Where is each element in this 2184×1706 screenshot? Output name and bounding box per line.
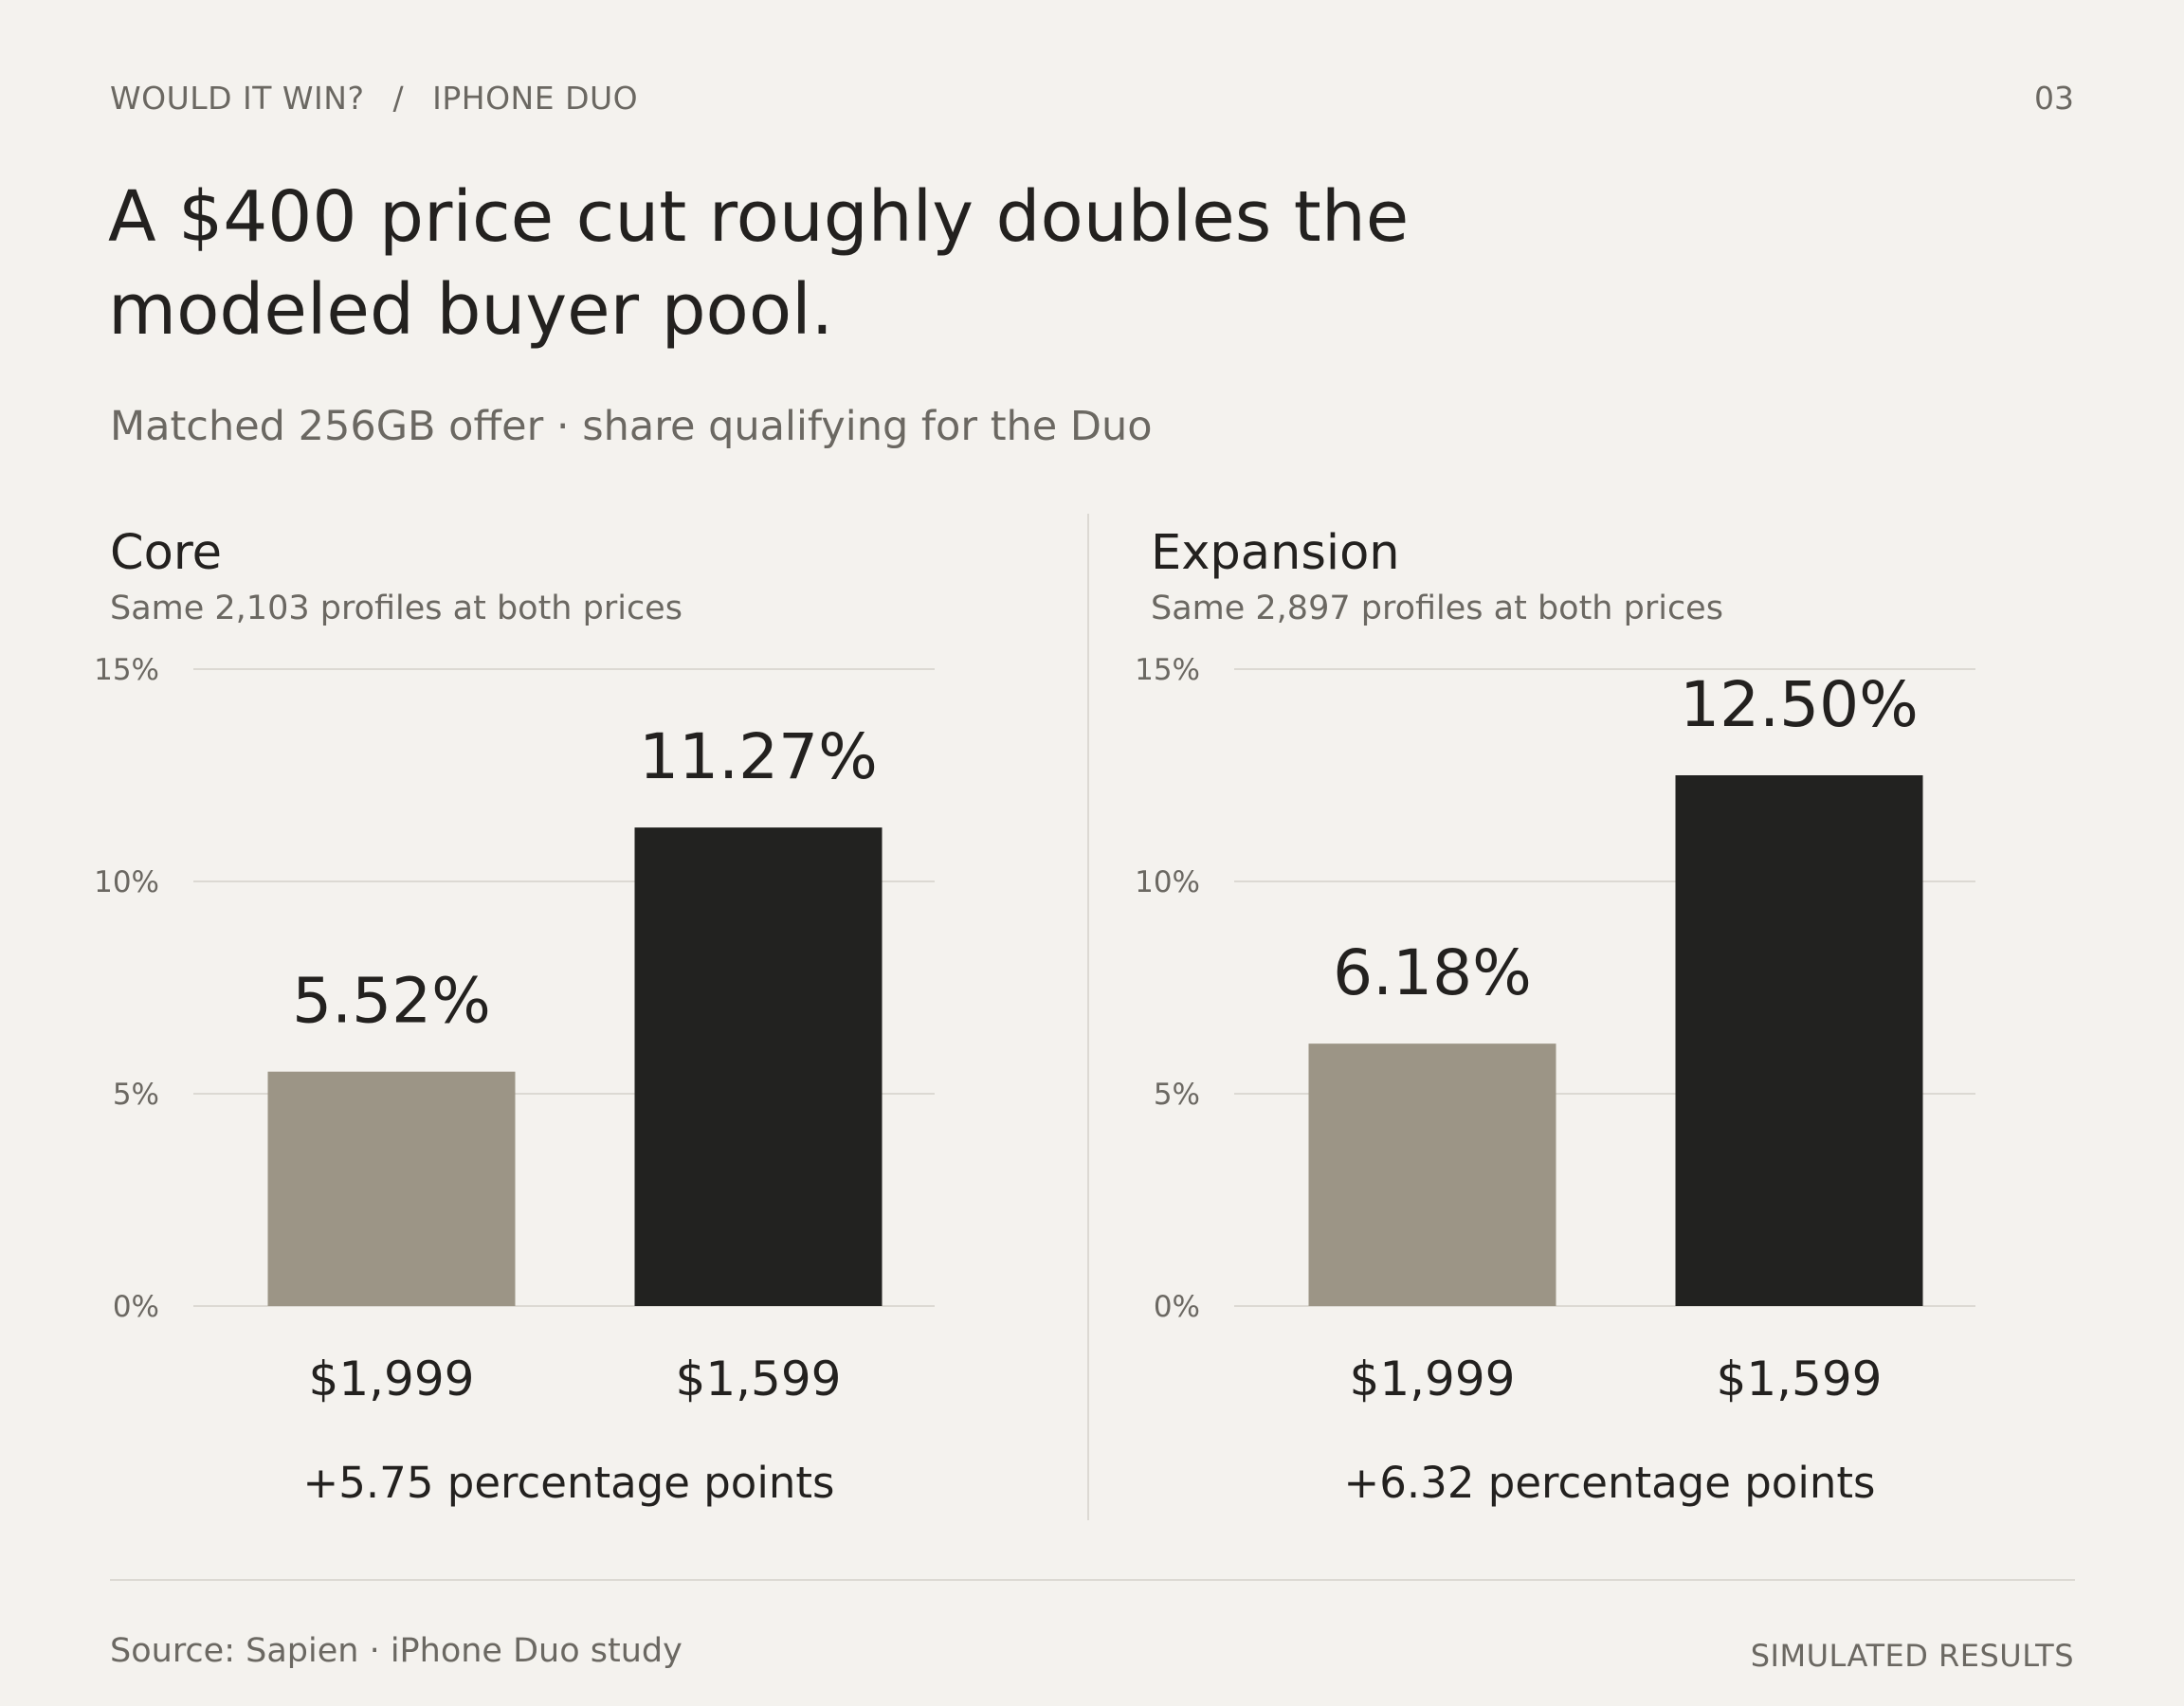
bar bbox=[634, 827, 883, 1306]
chart-title: Expansion bbox=[1151, 525, 1400, 581]
page-title: A $400 price cut roughly doubles the mod… bbox=[108, 176, 1410, 351]
chart-title: Core bbox=[110, 525, 223, 581]
bar bbox=[1675, 775, 1923, 1306]
y-tick-label: 0% bbox=[113, 1290, 159, 1324]
y-tick-label: 5% bbox=[1154, 1078, 1200, 1112]
page-number: 03 bbox=[2034, 80, 2074, 117]
delta-annotation: +5.75 percentage points bbox=[302, 1458, 835, 1508]
footer-divider bbox=[110, 1579, 2075, 1581]
panel-divider bbox=[1087, 514, 1089, 1520]
simulated-badge: SIMULATED RESULTS bbox=[1750, 1638, 2074, 1674]
page-subtitle: Matched 256GB offer · share qualifying f… bbox=[110, 403, 1153, 450]
delta-annotation: +6.32 percentage points bbox=[1343, 1458, 1876, 1508]
source-note: Source: Sapien · iPhone Duo study bbox=[110, 1632, 682, 1670]
data-label: 11.27% bbox=[639, 720, 878, 793]
y-tick-label: 5% bbox=[113, 1078, 159, 1112]
chart-subtitle: Same 2,897 profiles at both prices bbox=[1151, 590, 1723, 627]
data-label: 6.18% bbox=[1333, 936, 1532, 1009]
x-category-label: $1,599 bbox=[676, 1352, 842, 1407]
x-category-label: $1,999 bbox=[309, 1352, 475, 1407]
chart-panel-expansion: Expansion Same 2,897 profiles at both pr… bbox=[1041, 519, 1989, 1534]
bar bbox=[1308, 1044, 1556, 1306]
y-tick-label: 15% bbox=[94, 653, 159, 687]
bar-chart-expansion: 0% 5% 10% 15% 6.18% $1,999 12.50% $1,599 bbox=[1135, 653, 1975, 1407]
bar-chart-core: 0% 5% 10% 15% 5.52% $1,999 11.27% $1,599 bbox=[94, 653, 935, 1407]
y-tick-label: 15% bbox=[1135, 653, 1200, 687]
breadcrumb: WOULD IT WIN? / IPHONE DUO bbox=[110, 80, 638, 117]
data-label: 12.50% bbox=[1680, 668, 1919, 741]
y-tick-label: 10% bbox=[94, 865, 159, 899]
x-category-label: $1,599 bbox=[1717, 1352, 1883, 1407]
data-label: 5.52% bbox=[292, 965, 491, 1038]
y-tick-label: 0% bbox=[1154, 1290, 1200, 1324]
breadcrumb-section: WOULD IT WIN? bbox=[110, 80, 365, 117]
y-tick-label: 10% bbox=[1135, 865, 1200, 899]
chart-subtitle: Same 2,103 profiles at both prices bbox=[110, 590, 682, 627]
bar bbox=[267, 1071, 516, 1306]
chart-panel-core: Core Same 2,103 profiles at both prices … bbox=[0, 519, 948, 1534]
breadcrumb-separator: / bbox=[392, 80, 405, 117]
breadcrumb-page: IPHONE DUO bbox=[432, 80, 639, 117]
x-category-label: $1,999 bbox=[1350, 1352, 1516, 1407]
